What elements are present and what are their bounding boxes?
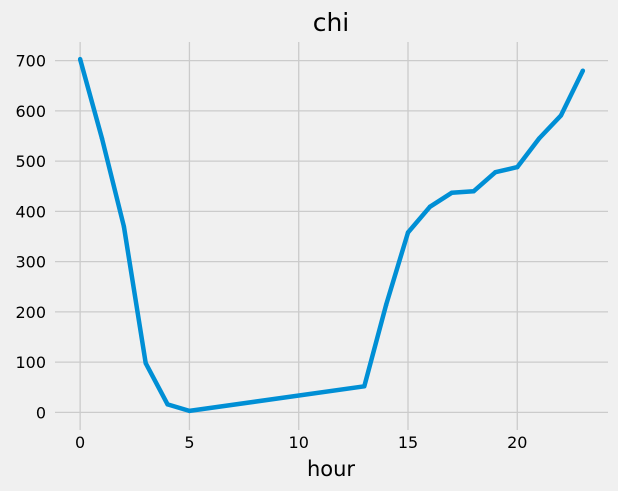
data-point — [165, 402, 170, 407]
x-tick-label: 0 — [75, 433, 85, 452]
data-point — [493, 169, 498, 175]
x-tick-label: 20 — [507, 433, 527, 452]
chart-title: chi — [313, 8, 350, 37]
y-tick-label: 500 — [15, 152, 46, 171]
y-tick-label: 300 — [15, 253, 46, 272]
grid-lines — [55, 42, 608, 430]
data-point — [558, 113, 564, 118]
x-tick-label: 15 — [398, 433, 418, 452]
y-tick-label: 0 — [36, 403, 46, 422]
x-tick-label: 10 — [289, 433, 309, 452]
y-tick-label: 400 — [15, 202, 46, 221]
data-point — [362, 384, 367, 389]
series-layer — [77, 56, 586, 414]
data-point — [77, 56, 83, 62]
data-point — [143, 360, 148, 366]
data-point — [405, 230, 411, 235]
x-tick-labels: 0 5 10 15 20 — [75, 433, 527, 452]
y-tick-label: 600 — [15, 102, 46, 121]
data-point — [383, 302, 389, 308]
y-tick-labels: 0 100 200 300 400 500 600 700 — [15, 52, 46, 423]
y-tick-label: 700 — [15, 52, 46, 71]
data-point — [121, 224, 127, 229]
data-point — [449, 190, 454, 195]
data-point — [427, 204, 433, 210]
x-tick-label: 5 — [184, 433, 194, 452]
y-tick-label: 100 — [15, 353, 46, 372]
data-point — [471, 189, 476, 194]
data-point — [536, 136, 542, 141]
x-axis-label: hour — [307, 457, 355, 481]
y-tick-label: 200 — [15, 303, 46, 322]
data-point — [515, 164, 520, 170]
data-point — [187, 408, 192, 414]
data-point — [99, 136, 105, 141]
data-point — [580, 68, 586, 73]
